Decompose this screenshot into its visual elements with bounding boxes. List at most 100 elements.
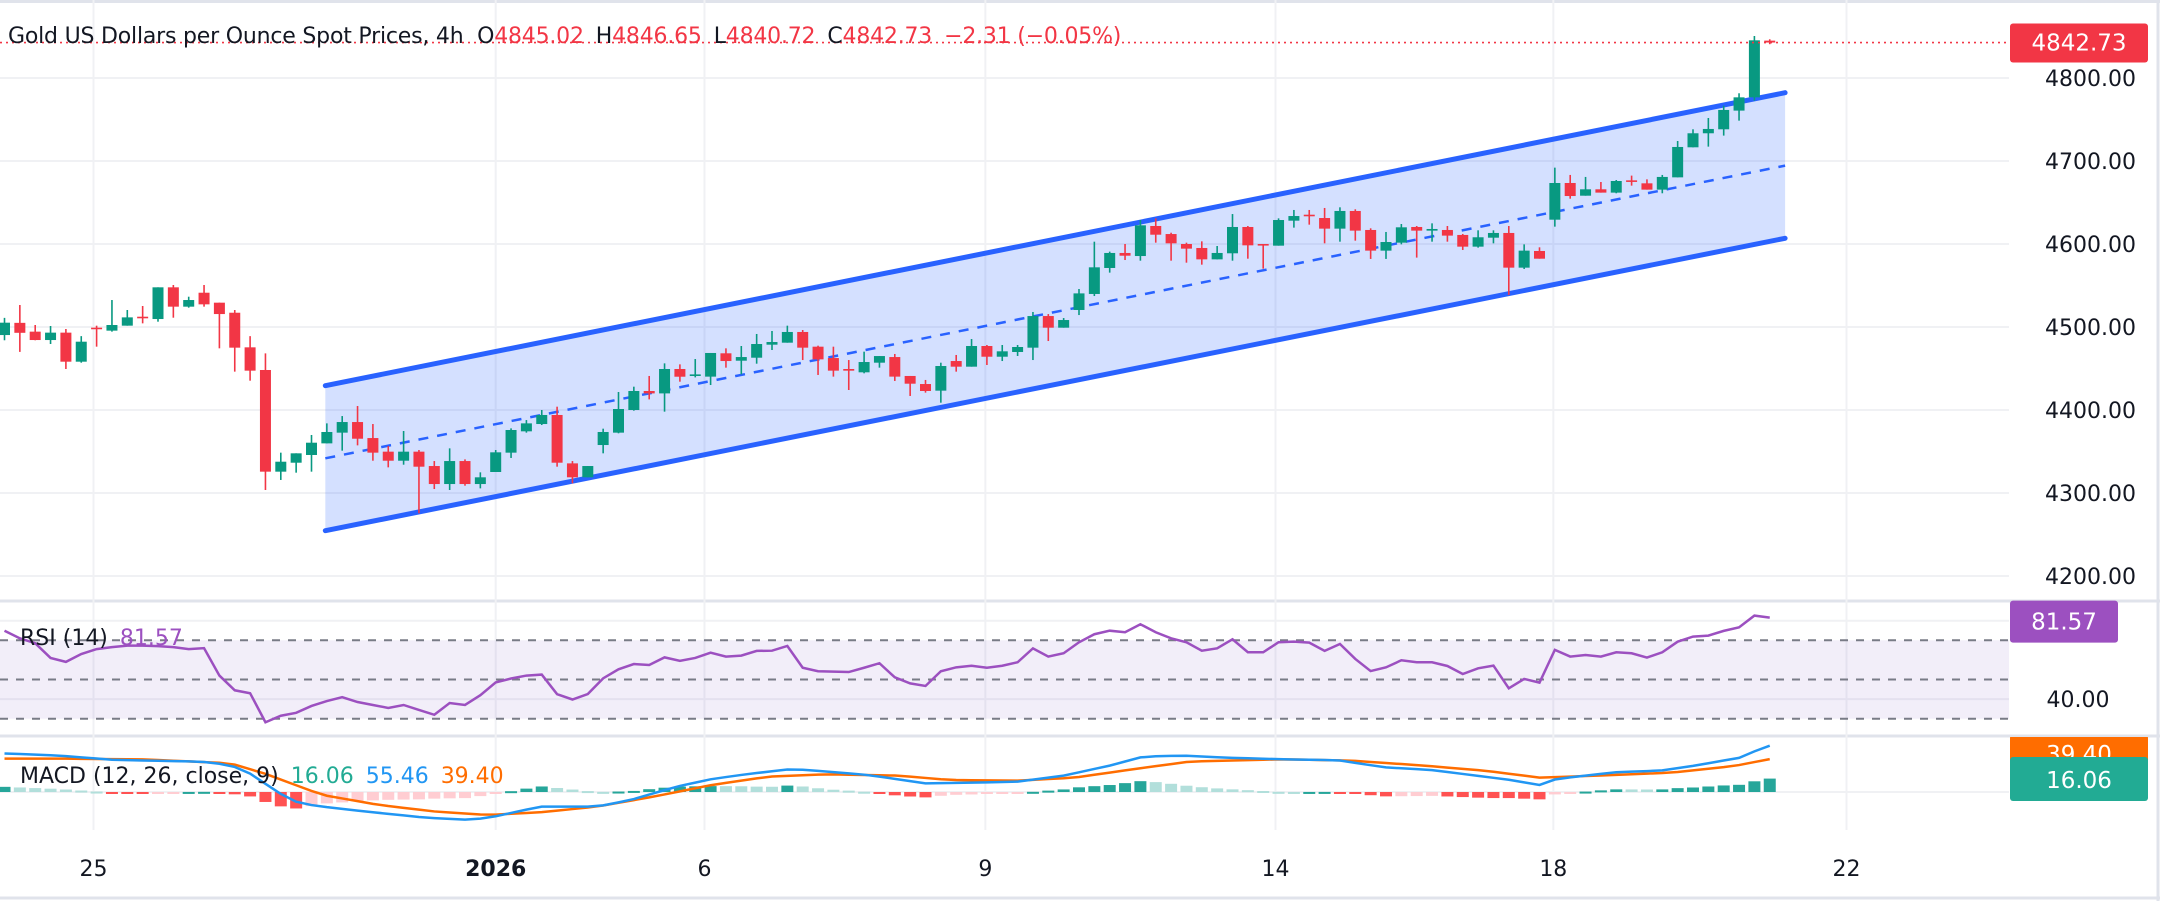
macd-histogram-bar — [1748, 781, 1761, 792]
macd-histogram-bar — [1410, 792, 1423, 797]
macd-signal-line[interactable] — [4, 757, 1770, 816]
macd-histogram-bar — [167, 792, 180, 794]
macd-histogram-bar — [1733, 784, 1746, 792]
macd-histogram-bar — [1502, 792, 1515, 799]
candle-body — [1549, 182, 1561, 220]
macd-histogram-bar — [1303, 791, 1316, 794]
macd-histogram-bar — [29, 788, 42, 792]
candle — [935, 362, 947, 403]
candle — [904, 375, 916, 396]
candle-body — [904, 375, 916, 384]
candle-body — [766, 342, 778, 345]
candle-body — [1334, 210, 1346, 229]
macd-histogram-bar — [75, 790, 88, 793]
candle — [1211, 245, 1223, 260]
candle — [689, 359, 701, 378]
candle-body — [336, 422, 348, 433]
macd-histogram-bar — [1333, 792, 1346, 794]
candle — [781, 325, 793, 343]
candle-body — [889, 357, 901, 377]
candle — [1395, 223, 1407, 245]
candle — [659, 363, 671, 412]
macd-histogram-bar — [1226, 789, 1239, 792]
high-label: H — [595, 24, 613, 49]
time-axis-label: 2026 — [465, 857, 526, 882]
candle — [1058, 318, 1070, 328]
candle-body — [1672, 146, 1684, 178]
candle-body — [275, 461, 287, 472]
rsi-line[interactable] — [3, 614, 1770, 724]
macd-histogram-bar — [581, 791, 594, 794]
candle — [674, 364, 686, 382]
rsi-legend[interactable]: RSI (14) 81.57 — [20, 626, 183, 651]
macd-histogram-bar — [244, 792, 257, 797]
candle — [628, 386, 640, 411]
candle — [259, 353, 271, 491]
macd-histogram-bar — [290, 792, 303, 809]
macd-histogram-bar — [934, 792, 947, 796]
candle-body — [1733, 97, 1745, 111]
candle — [582, 466, 594, 478]
low-label: L — [713, 24, 726, 49]
macd-histogram-bar — [1134, 781, 1147, 792]
macd-histogram-bar — [1088, 786, 1101, 792]
candle — [1595, 181, 1607, 193]
candle — [1150, 218, 1162, 243]
macd-histogram-bar — [965, 792, 978, 795]
candle-body — [873, 356, 885, 363]
candle-body — [812, 346, 824, 360]
candle — [1227, 214, 1238, 261]
macd-histogram-bar — [1149, 782, 1162, 792]
candle-body — [183, 300, 195, 307]
candle-body — [689, 374, 701, 376]
candle — [1242, 225, 1254, 259]
channel-upper-line[interactable] — [322, 90, 1788, 389]
macd-histogram-bar — [1472, 792, 1485, 798]
candle — [14, 305, 26, 352]
candle-body — [490, 452, 502, 473]
macd-histogram-bar — [950, 792, 963, 795]
candle-body — [1748, 40, 1760, 98]
candle — [1426, 223, 1438, 242]
candle-body — [1242, 226, 1254, 246]
macd-histogram-bar — [1702, 786, 1715, 792]
rsi-pane — [0, 614, 2009, 724]
macd-histogram-bar — [1211, 788, 1224, 792]
candle — [121, 309, 133, 326]
candle-body — [1687, 133, 1699, 148]
macd-histogram-bar — [474, 792, 487, 797]
candle-body — [1288, 216, 1300, 221]
channel-middle-line[interactable] — [325, 164, 1786, 460]
candle-body — [1012, 347, 1024, 352]
macd-line[interactable] — [4, 744, 1771, 821]
macd-histogram-bar — [535, 786, 548, 792]
macd-histogram-bar — [1763, 778, 1776, 792]
macd-histogram-bar — [888, 792, 901, 796]
candle — [1687, 129, 1699, 148]
macd-histogram-bar — [1042, 790, 1055, 793]
candle-body — [1626, 180, 1638, 182]
macd-histogram-bar — [827, 789, 840, 792]
candle-body — [1564, 182, 1576, 197]
macd-histogram-bar — [1380, 792, 1392, 797]
candle — [1702, 118, 1714, 147]
candle — [444, 448, 456, 491]
candle-body — [1426, 228, 1438, 231]
candle — [1119, 244, 1131, 261]
candle — [1134, 220, 1146, 261]
price-axis-label: 4500.00 — [2045, 316, 2136, 341]
candle — [275, 452, 287, 480]
symbol-title[interactable]: Gold US Dollars per Ounce Spot Prices, 4… — [8, 24, 464, 49]
macd-histogram-bar — [1241, 790, 1254, 793]
rsi-value-badge-label: 81.57 — [2031, 610, 2097, 636]
channel-lower-line[interactable] — [322, 235, 1788, 534]
candle-body — [382, 451, 394, 461]
macd-legend[interactable]: MACD (12, 26, close, 9) 16.06 55.46 39.40 — [20, 764, 504, 789]
candle — [613, 391, 624, 434]
macd-histogram-badge — [2010, 757, 2148, 801]
candle — [45, 326, 57, 345]
candle-body — [1319, 218, 1331, 229]
last-price-badge — [2010, 23, 2148, 63]
candle — [1534, 247, 1545, 259]
